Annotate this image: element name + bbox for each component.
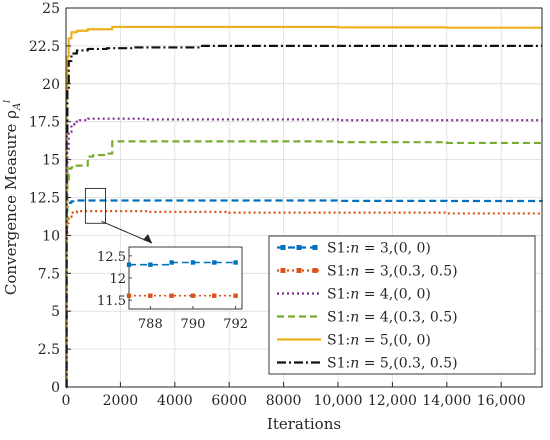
x-tick-label: 14,000 (422, 393, 471, 409)
legend-label-variable: n (350, 310, 359, 326)
inset-x-tick-label: 790 (181, 317, 206, 332)
legend-label-suffix: = 4,(0.3, 0.5) (359, 310, 457, 326)
legend-label-variable: n (350, 333, 359, 349)
legend-label-s1-n-5-0-3-0-5: S1:n = 5,(0.3, 0.5) (327, 356, 458, 372)
legend-label-s1-n-4-0-3-0-5: S1:n = 4,(0.3, 0.5) (327, 310, 458, 326)
inset-marker (169, 260, 174, 265)
inset-marker (233, 293, 238, 298)
y-axis-title-subscript: A (12, 103, 23, 111)
inset-chart: 788 790 792 11.5 12 12.5 (97, 246, 248, 332)
legend-label-suffix: = 5,(0, 0) (359, 333, 431, 349)
legend-marker (312, 268, 318, 273)
x-tick-label: 16,000 (477, 393, 526, 409)
inset-marker (233, 260, 238, 265)
legend-marker (312, 245, 318, 250)
legend: S1:n = 3,(0, 0)S1:n = 3,(0.3, 0.5)S1:n =… (268, 235, 536, 375)
x-tick-label: 0 (62, 393, 71, 409)
y-tick-label: 20 (42, 77, 60, 93)
x-tick-label: 4000 (157, 393, 193, 409)
y-tick-label: 15 (42, 153, 60, 169)
legend-label-s1-n-3-0-3-0-5: S1:n = 3,(0.3, 0.5) (327, 264, 458, 280)
legend-label-prefix: S1: (327, 333, 350, 349)
inset-x-tick-label: 788 (138, 317, 163, 332)
zoom-arrow-head (143, 234, 152, 243)
y-tick-label: 12.5 (29, 191, 60, 207)
legend-label-s1-n-5-0-0: S1:n = 5,(0, 0) (327, 333, 431, 349)
legend-label-prefix: S1: (327, 310, 350, 326)
zoom-region-box (84, 187, 107, 224)
legend-label-variable: n (350, 264, 359, 280)
inset-marker (126, 293, 132, 298)
legend-label-prefix: S1: (327, 264, 350, 280)
legend-label-suffix: = 4,(0, 0) (359, 287, 431, 303)
x-tick-label: 12,000 (368, 393, 417, 409)
inset-marker (126, 262, 132, 267)
legend-label-prefix: S1: (327, 287, 350, 303)
legend-marker (296, 245, 302, 250)
x-tick-label: 2000 (103, 393, 139, 409)
inset-marker (190, 293, 196, 298)
inset-marker (148, 293, 153, 298)
legend-label-suffix: = 5,(0.3, 0.5) (359, 356, 457, 372)
x-tick-label: 6000 (211, 393, 247, 409)
y-axis-title-main: Convergence Measure ρ (2, 110, 20, 295)
series-line-2 (65, 210, 542, 389)
legend-marker (280, 268, 286, 273)
x-axis-title: Iterations (267, 415, 341, 433)
y-tick-label: 17.5 (29, 115, 60, 131)
inset-frame (128, 246, 243, 310)
inset-marker (190, 260, 196, 265)
inset-x-tick-label: 792 (223, 317, 248, 332)
legend-label-variable: n (350, 241, 359, 257)
x-tick-label: 8000 (266, 393, 302, 409)
legend-marker (296, 268, 302, 273)
legend-label-s1-n-3-0-0: S1:n = 3,(0, 0) (327, 241, 431, 257)
inset-marker (212, 293, 217, 298)
y-tick-label: 5 (51, 304, 60, 320)
legend-label-suffix: = 3,(0, 0) (359, 241, 431, 257)
y-axis-title-superscript: l (3, 100, 13, 103)
y-tick-label: 0 (51, 380, 60, 396)
x-tick-label: 10,000 (314, 393, 363, 409)
zoom-arrow (101, 220, 153, 244)
legend-box (268, 235, 536, 375)
inset-y-tick-label: 12.5 (97, 250, 126, 265)
inset-marker (212, 260, 217, 265)
inset-y-tick-label: 11.5 (97, 294, 126, 309)
series-line-6 (65, 44, 542, 389)
y-axis-title: Convergence Measure ρAl (2, 100, 23, 295)
inset-y-tick-label: 12 (109, 272, 126, 287)
y-tick-label: 10 (42, 228, 60, 244)
series-group (65, 25, 544, 389)
series-line-1 (65, 199, 544, 389)
legend-label-variable: n (350, 287, 359, 303)
inset-marker (169, 293, 174, 298)
legend-label-s1-n-4-0-0: S1:n = 4,(0, 0) (327, 287, 431, 303)
y-tick-label: 2.5 (38, 342, 60, 358)
y-tick-label: 7.5 (38, 266, 60, 282)
y-tick-label: 22.5 (29, 39, 60, 55)
legend-label-variable: n (350, 356, 359, 372)
series-line-5 (65, 25, 542, 389)
legend-label-suffix: = 3,(0.3, 0.5) (359, 264, 457, 280)
legend-marker (280, 245, 286, 250)
axis-ticks: 0 2000 4000 6000 8000 10,000 12,000 14,000 16,00… (29, 1, 526, 409)
y-tick-label: 25 (42, 1, 60, 17)
inset-marker (148, 262, 153, 267)
legend-label-prefix: S1: (327, 356, 350, 372)
legend-label-prefix: S1: (327, 241, 350, 257)
